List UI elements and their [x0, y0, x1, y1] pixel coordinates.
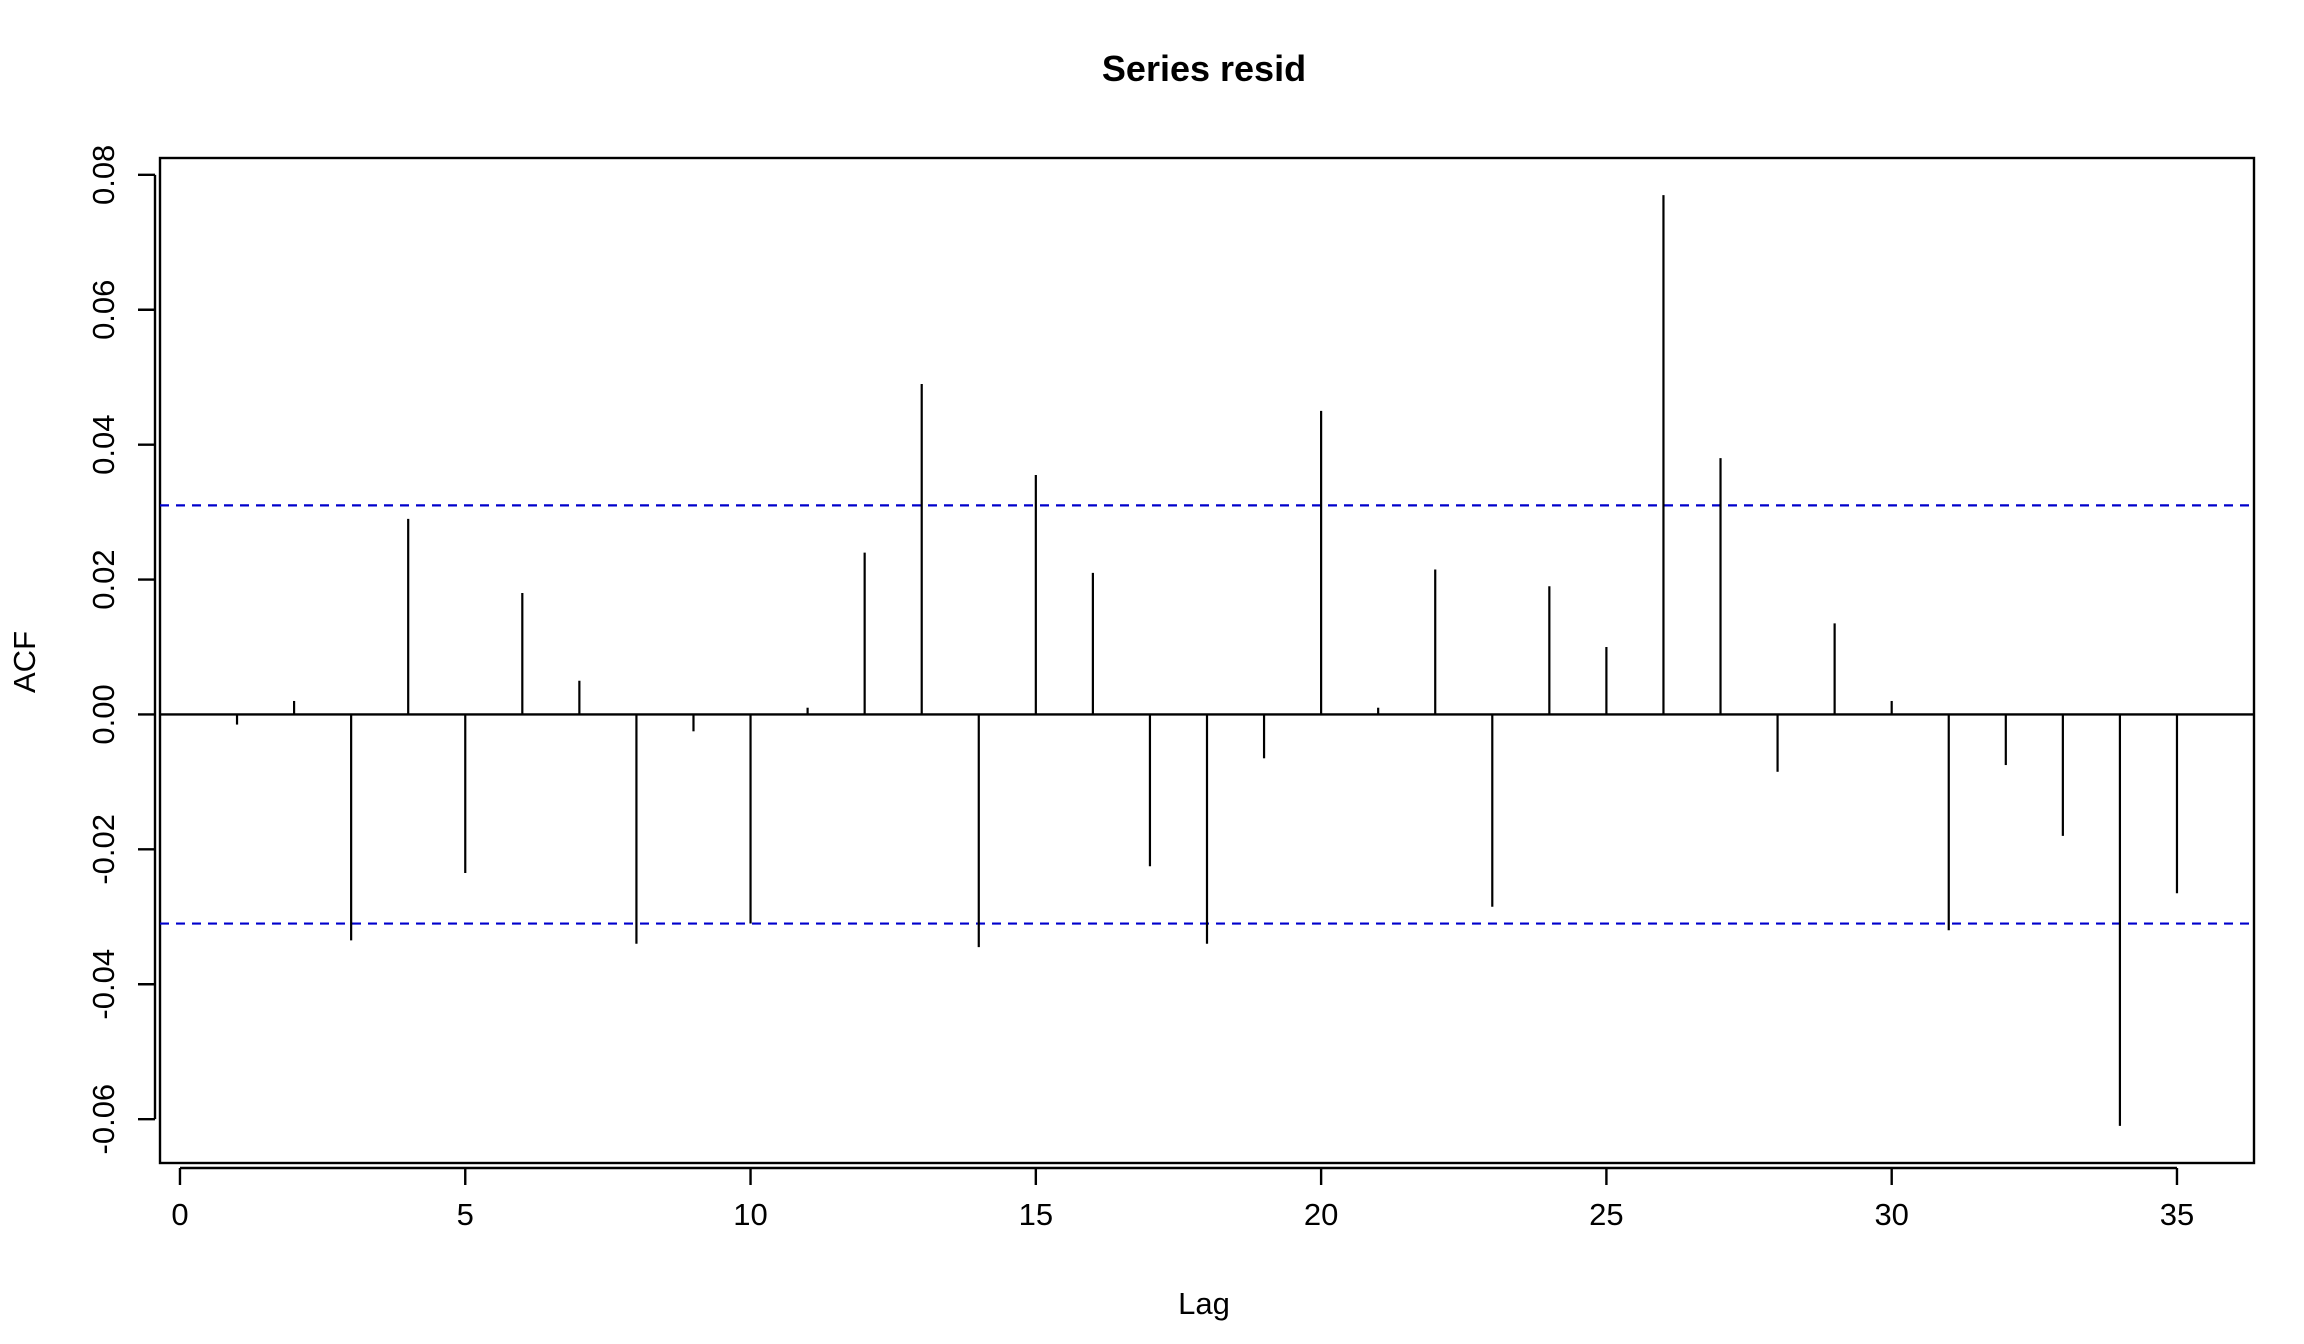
y-tick-label: 0.08 [86, 145, 121, 205]
plot-frame [158, 156, 2256, 1165]
x-tick-label: 5 [457, 1197, 474, 1232]
x-tick-label: 15 [1019, 1197, 1053, 1232]
x-tick-label: 0 [171, 1197, 188, 1232]
y-axis: -0.06 -0.04 -0.02 0.00 0.02 0.04 0.06 0.08 [86, 145, 157, 1155]
y-tick-label: 0.04 [86, 414, 121, 474]
acf-bars [235, 195, 2179, 1126]
y-tick-label: -0.04 [86, 949, 121, 1020]
y-tick-label: 0.02 [86, 549, 121, 609]
chart-title: Series resid [1102, 48, 1306, 89]
x-tick-label: 30 [1874, 1197, 1908, 1232]
x-tick-label: 10 [733, 1197, 767, 1232]
y-tick-label: 0.00 [86, 684, 121, 744]
y-tick-label: -0.02 [86, 814, 121, 885]
x-axis: 0 5 10 15 20 25 30 35 [171, 1166, 2194, 1232]
x-tick-label: 35 [2160, 1197, 2194, 1232]
x-tick-label: 20 [1304, 1197, 1338, 1232]
y-tick-label: 0.06 [86, 280, 121, 340]
x-tick-label: 25 [1589, 1197, 1623, 1232]
y-tick-label: -0.06 [86, 1084, 121, 1155]
y-axis-title: ACF [7, 631, 42, 693]
x-axis-title: Lag [1178, 1286, 1230, 1321]
